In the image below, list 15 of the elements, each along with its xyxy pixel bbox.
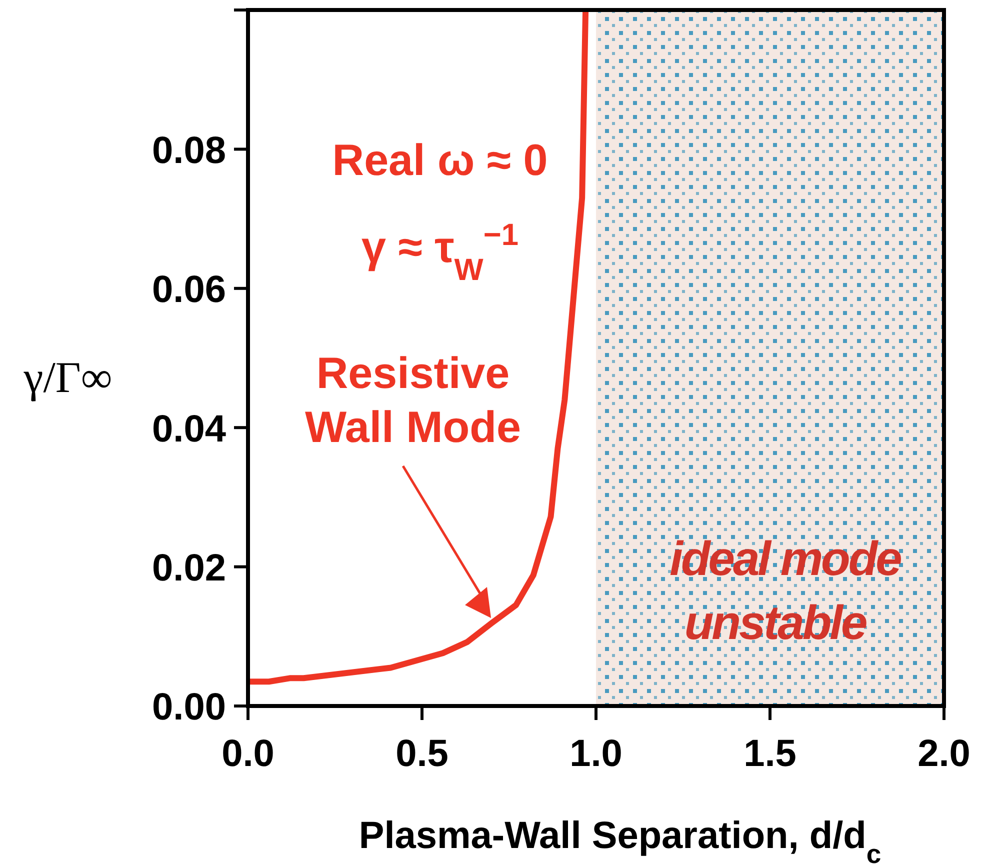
annotation: Resistive Wall Mode xyxy=(305,349,521,452)
y-tick-label: 0.08 xyxy=(152,130,226,172)
y-axis-title: γ/Γ∞ xyxy=(22,353,112,402)
band-label: ideal mode unstable xyxy=(670,533,902,650)
x-tick-label: 0.0 xyxy=(222,733,274,775)
y-tick-label: 0.02 xyxy=(152,547,226,590)
y-tick-label: 0.04 xyxy=(152,408,226,450)
x-tick-label: 1.0 xyxy=(570,733,622,775)
y-tick-label: 0.00 xyxy=(152,686,226,729)
x-tick-label: 1.5 xyxy=(744,733,796,775)
x-tick-label: 2.0 xyxy=(918,733,970,775)
y-tick-label: 0.06 xyxy=(152,269,226,312)
x-tick-label: 0.5 xyxy=(396,733,448,775)
annotation: Real ω ≈ 0 xyxy=(332,136,548,185)
x-axis-title: Plasma-Wall Separation, d/d$_{c}$ xyxy=(358,815,882,864)
